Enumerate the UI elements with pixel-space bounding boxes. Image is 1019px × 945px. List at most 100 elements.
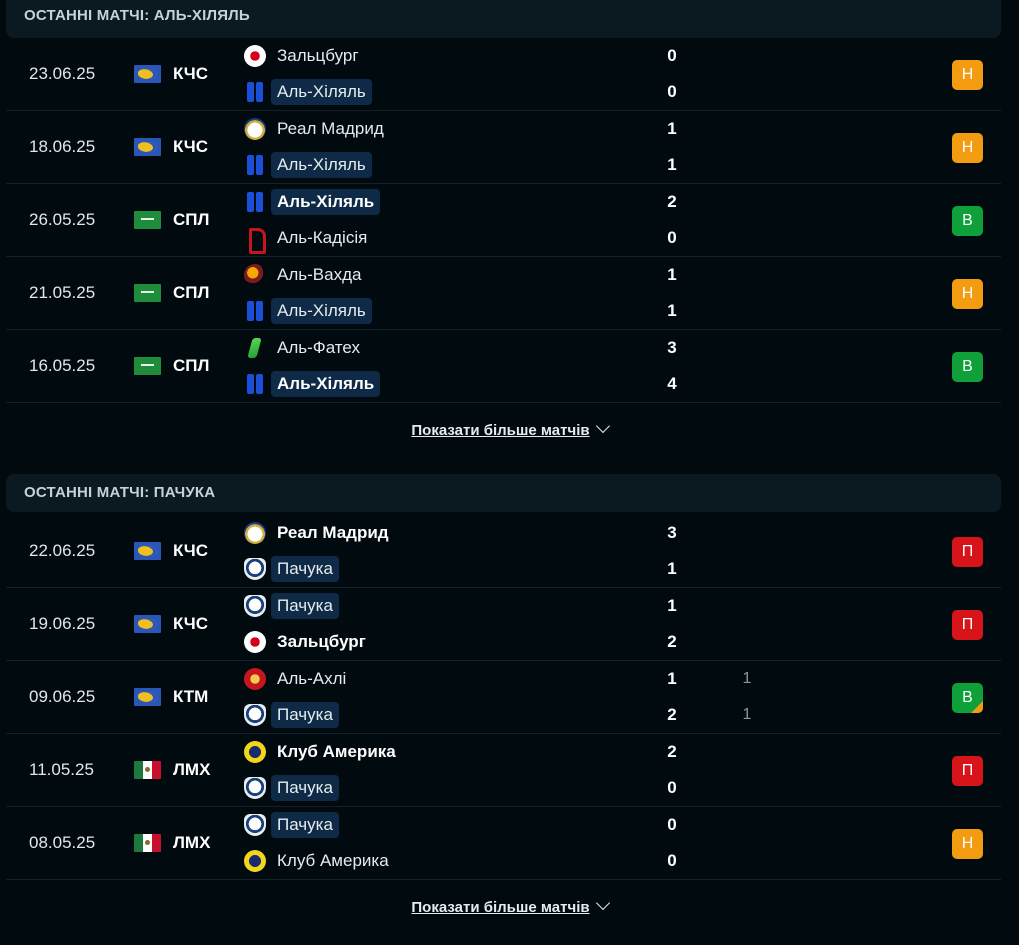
result-badge: Н — [952, 829, 983, 859]
team-name: Пачука — [271, 593, 339, 619]
al-wehda-logo — [244, 264, 266, 286]
result-badge: Н — [952, 279, 983, 309]
match-date: 18.06.25 — [29, 137, 96, 156]
competition: КТМ — [173, 687, 209, 706]
section-title: ОСТАННІ МАТЧІ: АЛЬ-ХІЛЯЛЬ — [6, 0, 1001, 38]
section-title: ОСТАННІ МАТЧІ: ПАЧУКА — [6, 474, 1001, 512]
team-name: Аль-Кадісія — [277, 228, 368, 247]
match-date: 22.06.25 — [29, 541, 96, 560]
match-row[interactable]: 08.05.25 ЛМХ Пачука Клуб Америка 0 0 Н — [6, 807, 1001, 880]
team-name: Реал Мадрид — [277, 523, 389, 542]
salzburg-logo — [244, 45, 266, 67]
team-name: Пачука — [271, 702, 339, 728]
competition: КЧС — [173, 614, 209, 633]
mexico-flag-icon — [134, 834, 161, 852]
match-row[interactable]: 23.06.25 КЧС Зальцбург Аль-Хіляль 0 0 Н — [6, 38, 1001, 111]
world-flag-icon — [134, 138, 161, 156]
away-penalty-score: 1 — [742, 706, 752, 723]
saudi-flag-icon — [134, 284, 161, 302]
match-date: 23.06.25 — [29, 64, 96, 83]
pachuca-logo — [244, 777, 266, 799]
show-more-label: Показати більше матчів — [411, 899, 590, 916]
result-badge: В — [952, 352, 983, 382]
result-badge: В — [952, 206, 983, 236]
pachuca-logo — [244, 595, 266, 617]
world-flag-icon — [134, 542, 161, 560]
match-date: 16.05.25 — [29, 356, 96, 375]
result-badge: П — [952, 756, 983, 786]
away-score: 1 — [667, 301, 677, 320]
home-score: 2 — [667, 192, 677, 211]
competition: КЧС — [173, 541, 209, 560]
saudi-flag-icon — [134, 357, 161, 375]
world-flag-icon — [134, 688, 161, 706]
competition: СПЛ — [173, 210, 210, 229]
competition: СПЛ — [173, 356, 210, 375]
chevron-down-icon — [595, 895, 610, 911]
away-score: 0 — [667, 778, 677, 797]
home-score: 1 — [667, 669, 677, 688]
match-row[interactable]: 22.06.25 КЧС Реал Мадрид Пачука 3 1 П — [6, 515, 1001, 588]
team-name: Пачука — [271, 556, 339, 582]
team-name: Пачука — [271, 812, 339, 838]
match-row[interactable]: 18.06.25 КЧС Реал Мадрид Аль-Хіляль 1 1 … — [6, 111, 1001, 184]
pachuca-logo — [244, 704, 266, 726]
match-row[interactable]: 09.06.25 КТМ Аль-Ахлі Пачука 1 2 1 1 В — [6, 661, 1001, 734]
competition: КЧС — [173, 137, 209, 156]
al-hilal-logo — [244, 81, 266, 103]
world-flag-icon — [134, 65, 161, 83]
salzburg-logo — [244, 631, 266, 653]
al-hilal-logo — [244, 191, 266, 213]
match-date: 09.06.25 — [29, 687, 96, 706]
team-name: Аль-Вахда — [277, 265, 362, 284]
mexico-flag-icon — [134, 761, 161, 779]
al-hilal-logo — [244, 373, 266, 395]
competition: ЛМХ — [173, 833, 211, 852]
team-name: Аль-Хіляль — [271, 79, 372, 105]
team-name: Клуб Америка — [277, 742, 396, 761]
result-badge: П — [952, 610, 983, 640]
competition: СПЛ — [173, 283, 210, 302]
real-madrid-logo — [244, 118, 266, 140]
away-score: 0 — [667, 82, 677, 101]
home-score: 1 — [667, 119, 677, 138]
saudi-flag-icon — [134, 211, 161, 229]
team-name: Аль-Фатех — [277, 338, 360, 357]
match-row[interactable]: 11.05.25 ЛМХ Клуб Америка Пачука 2 0 П — [6, 734, 1001, 807]
team-name: Клуб Америка — [277, 851, 389, 870]
club-america-logo — [244, 850, 266, 872]
match-row[interactable]: 19.06.25 КЧС Пачука Зальцбург 1 2 П — [6, 588, 1001, 661]
match-row[interactable]: 16.05.25 СПЛ Аль-Фатех Аль-Хіляль 3 4 В — [6, 330, 1001, 403]
match-date: 08.05.25 — [29, 833, 96, 852]
team-name: Зальцбург — [277, 46, 359, 65]
club-america-logo — [244, 741, 266, 763]
match-row[interactable]: 26.05.25 СПЛ Аль-Хіляль Аль-Кадісія 2 0 … — [6, 184, 1001, 257]
team-name: Аль-Ахлі — [277, 669, 347, 688]
away-score: 1 — [667, 155, 677, 174]
home-score: 1 — [667, 265, 677, 284]
result-badge: В — [952, 683, 983, 713]
al-hilal-logo — [244, 154, 266, 176]
home-score: 0 — [667, 815, 677, 834]
team-name: Реал Мадрид — [277, 119, 384, 138]
show-more-link[interactable]: Показати більше матчів — [0, 895, 1019, 916]
home-score: 2 — [667, 742, 677, 761]
al-qadsiah-logo — [244, 227, 266, 254]
al-hilal-logo — [244, 300, 266, 322]
away-score: 1 — [667, 559, 677, 578]
home-penalty-score: 1 — [742, 670, 752, 687]
competition: ЛМХ — [173, 760, 211, 779]
match-row[interactable]: 21.05.25 СПЛ Аль-Вахда Аль-Хіляль 1 1 Н — [6, 257, 1001, 330]
show-more-link[interactable]: Показати більше матчів — [0, 418, 1019, 439]
team-name: Аль-Хіляль — [271, 152, 372, 178]
team-name: Пачука — [271, 775, 339, 801]
result-badge: П — [952, 537, 983, 567]
home-score: 3 — [667, 523, 677, 542]
pachuca-logo — [244, 814, 266, 836]
team-name: Аль-Хіляль — [271, 189, 381, 215]
home-score: 0 — [667, 46, 677, 65]
match-date: 19.06.25 — [29, 614, 96, 633]
away-score: 4 — [667, 374, 677, 393]
home-score: 1 — [667, 596, 677, 615]
world-flag-icon — [134, 615, 161, 633]
